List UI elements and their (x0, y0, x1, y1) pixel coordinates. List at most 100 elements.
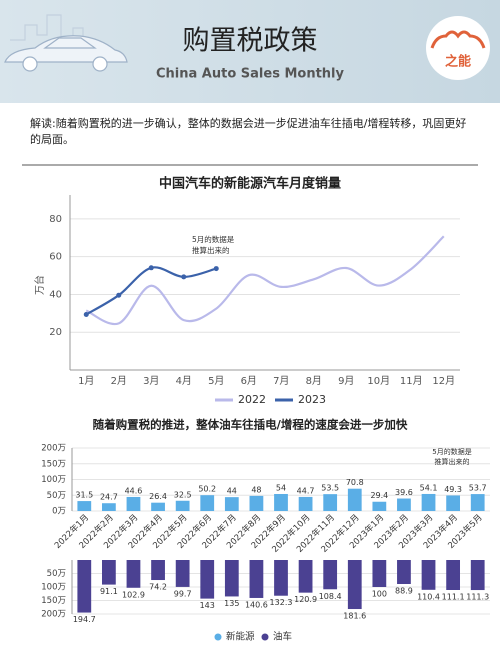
bar (175, 500, 190, 511)
legend-label: 新能源 (226, 631, 255, 643)
bar (421, 560, 436, 590)
value-label: 132.3 (270, 598, 293, 607)
bar (77, 560, 92, 613)
value-label: 53.7 (469, 484, 487, 493)
value-label: 44.7 (297, 486, 315, 495)
chart-title: 中国汽车的新能源汽车月度销量 (159, 176, 341, 192)
value-label: 111.1 (442, 592, 465, 601)
value-label: 54.1 (420, 483, 438, 492)
logo-text: 之能 (445, 54, 471, 70)
x-tick-label: 8月 (306, 375, 322, 387)
x-tick-label: 4月 (176, 375, 192, 387)
annotation: 5月的数据是 (192, 234, 235, 244)
value-label: 70.8 (346, 478, 364, 487)
bar (446, 495, 461, 511)
value-label: 26.4 (149, 492, 167, 501)
x-tick-label: 10月 (367, 375, 390, 387)
value-label: 100 (372, 590, 387, 599)
series-line (85, 266, 217, 316)
value-label: 32.5 (174, 490, 192, 499)
x-tick-label: 5月 (208, 375, 224, 387)
legend-label: 2022 (238, 393, 266, 406)
bar (249, 495, 264, 511)
point (83, 311, 89, 317)
legend-label: 2023 (298, 393, 326, 406)
x-tick-label: 3月 (143, 375, 159, 387)
point (116, 292, 122, 298)
intro-box: 解读:随着购置税的进一步确认，整体的数据会进一步促进油车往插电/增程转移，巩固更… (30, 117, 467, 146)
y-tick-label: 20 (49, 327, 62, 338)
value-label: 194.7 (73, 615, 96, 624)
bar (397, 498, 411, 511)
bar (101, 503, 116, 511)
value-label: 140.6 (245, 600, 268, 609)
value-label: 48 (251, 485, 261, 494)
point (213, 266, 219, 272)
legend-swatch (261, 633, 269, 641)
point (148, 265, 154, 271)
value-label: 74.2 (149, 583, 167, 592)
bar (298, 560, 313, 593)
bar (200, 560, 215, 599)
bar (372, 560, 387, 587)
bar (126, 560, 141, 588)
y-tick-label: 100万 (41, 475, 66, 485)
value-label: 39.6 (395, 488, 413, 497)
x-tick-label: 11月 (400, 375, 423, 387)
bar (397, 560, 411, 585)
y-tick-label: 80 (49, 214, 62, 225)
value-label: 50.2 (198, 485, 216, 494)
bar (224, 497, 239, 511)
value-label: 53.5 (321, 484, 339, 493)
y-tick-label: 150万 (41, 459, 66, 469)
x-tick-label: 6月 (241, 375, 257, 387)
x-tick-label: 1月 (78, 375, 94, 387)
point (181, 274, 187, 280)
y-axis-label: 万台 (33, 275, 46, 295)
y-tick-label: 40 (49, 289, 62, 300)
value-label: 44.6 (125, 486, 143, 495)
bar (175, 560, 190, 587)
bar (323, 560, 338, 590)
annotation: 5月的数据是 (432, 447, 471, 456)
legend-swatch (214, 633, 222, 641)
bar (372, 501, 387, 511)
y-tick-label: 50万 (47, 491, 66, 501)
bar (470, 494, 485, 511)
bar (347, 560, 362, 610)
bar (151, 502, 165, 511)
value-label: 44 (227, 487, 237, 496)
value-label: 110.4 (417, 592, 440, 601)
annotation: 推算出来的 (435, 457, 470, 466)
bar (77, 501, 92, 511)
y-tick-label: 150万 (41, 596, 66, 606)
bar (101, 560, 116, 585)
page-subtitle: China Auto Sales Monthly (156, 67, 345, 82)
legend-label: 油车 (273, 631, 292, 643)
value-label: 135 (224, 599, 239, 608)
series-line (85, 235, 445, 326)
bar (200, 495, 215, 511)
x-tick-label: 9月 (338, 375, 354, 387)
value-label: 29.4 (370, 491, 388, 500)
value-label: 120.9 (294, 595, 317, 604)
bar (470, 560, 485, 591)
value-label: 88.9 (395, 587, 413, 596)
chart-title: 随着购置税的推进，整体油车往插电/增程的速度会进一步加快 (93, 418, 408, 432)
value-label: 99.7 (174, 589, 192, 598)
value-label: 181.6 (343, 612, 366, 621)
y-tick-label: 200万 (41, 444, 66, 454)
bar (151, 560, 165, 581)
value-label: 31.5 (75, 491, 93, 500)
value-label: 143 (200, 601, 215, 610)
bar (421, 493, 436, 511)
bar (249, 560, 264, 598)
bar (347, 488, 362, 511)
value-label: 49.3 (444, 485, 462, 494)
x-tick-label: 2月 (111, 375, 127, 387)
bar (298, 496, 313, 511)
bar (323, 494, 338, 511)
value-label: 24.7 (100, 493, 118, 502)
intro-text: 解读:随着购置税的进一步确认，整体的数据会进一步促进油车往插电/增程转移，巩固更… (30, 117, 467, 146)
